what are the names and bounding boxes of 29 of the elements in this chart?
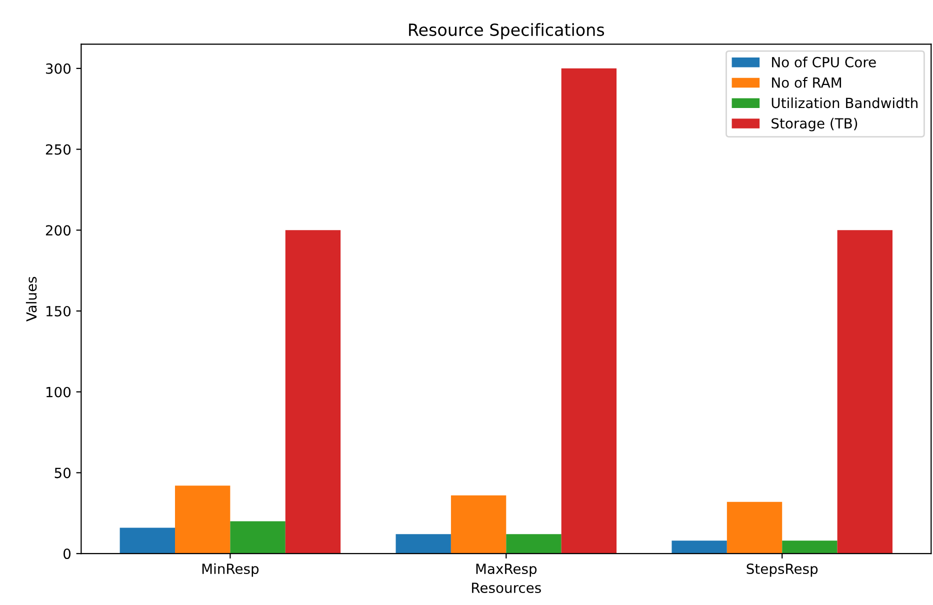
y-tick-label: 50	[54, 468, 71, 478]
x-axis-title: Resources	[472, 582, 541, 594]
bar	[506, 534, 562, 554]
legend-label: No of RAM	[772, 77, 842, 88]
legend-label: No of CPU Core	[772, 56, 876, 68]
y-tick-label: 300	[46, 63, 71, 74]
y-tick-label: 0	[64, 548, 71, 560]
bar	[230, 521, 286, 554]
bar	[396, 534, 451, 554]
y-tick-label: 100	[46, 386, 71, 398]
bar	[561, 68, 617, 554]
bar	[782, 540, 838, 554]
chart-title: Resource Specifications	[409, 23, 604, 40]
y-axis-title: Values	[26, 276, 37, 322]
bar	[837, 230, 892, 554]
y-tick-label: 250	[46, 144, 71, 155]
legend-label: Utilization Bandwidth	[772, 97, 918, 108]
x-tick-label: StepsResp	[746, 564, 818, 577]
bar	[726, 502, 782, 554]
bar	[175, 486, 230, 554]
x-tick-label: MaxResp	[476, 564, 537, 577]
bar	[285, 230, 341, 554]
bar	[120, 528, 175, 554]
bar	[450, 495, 506, 554]
bar	[672, 540, 727, 554]
x-tick-label: MinResp	[202, 563, 259, 577]
legend-label: Storage (TB)	[772, 118, 858, 132]
y-tick-label: 200	[46, 225, 71, 236]
y-tick-label: 150	[46, 306, 71, 316]
